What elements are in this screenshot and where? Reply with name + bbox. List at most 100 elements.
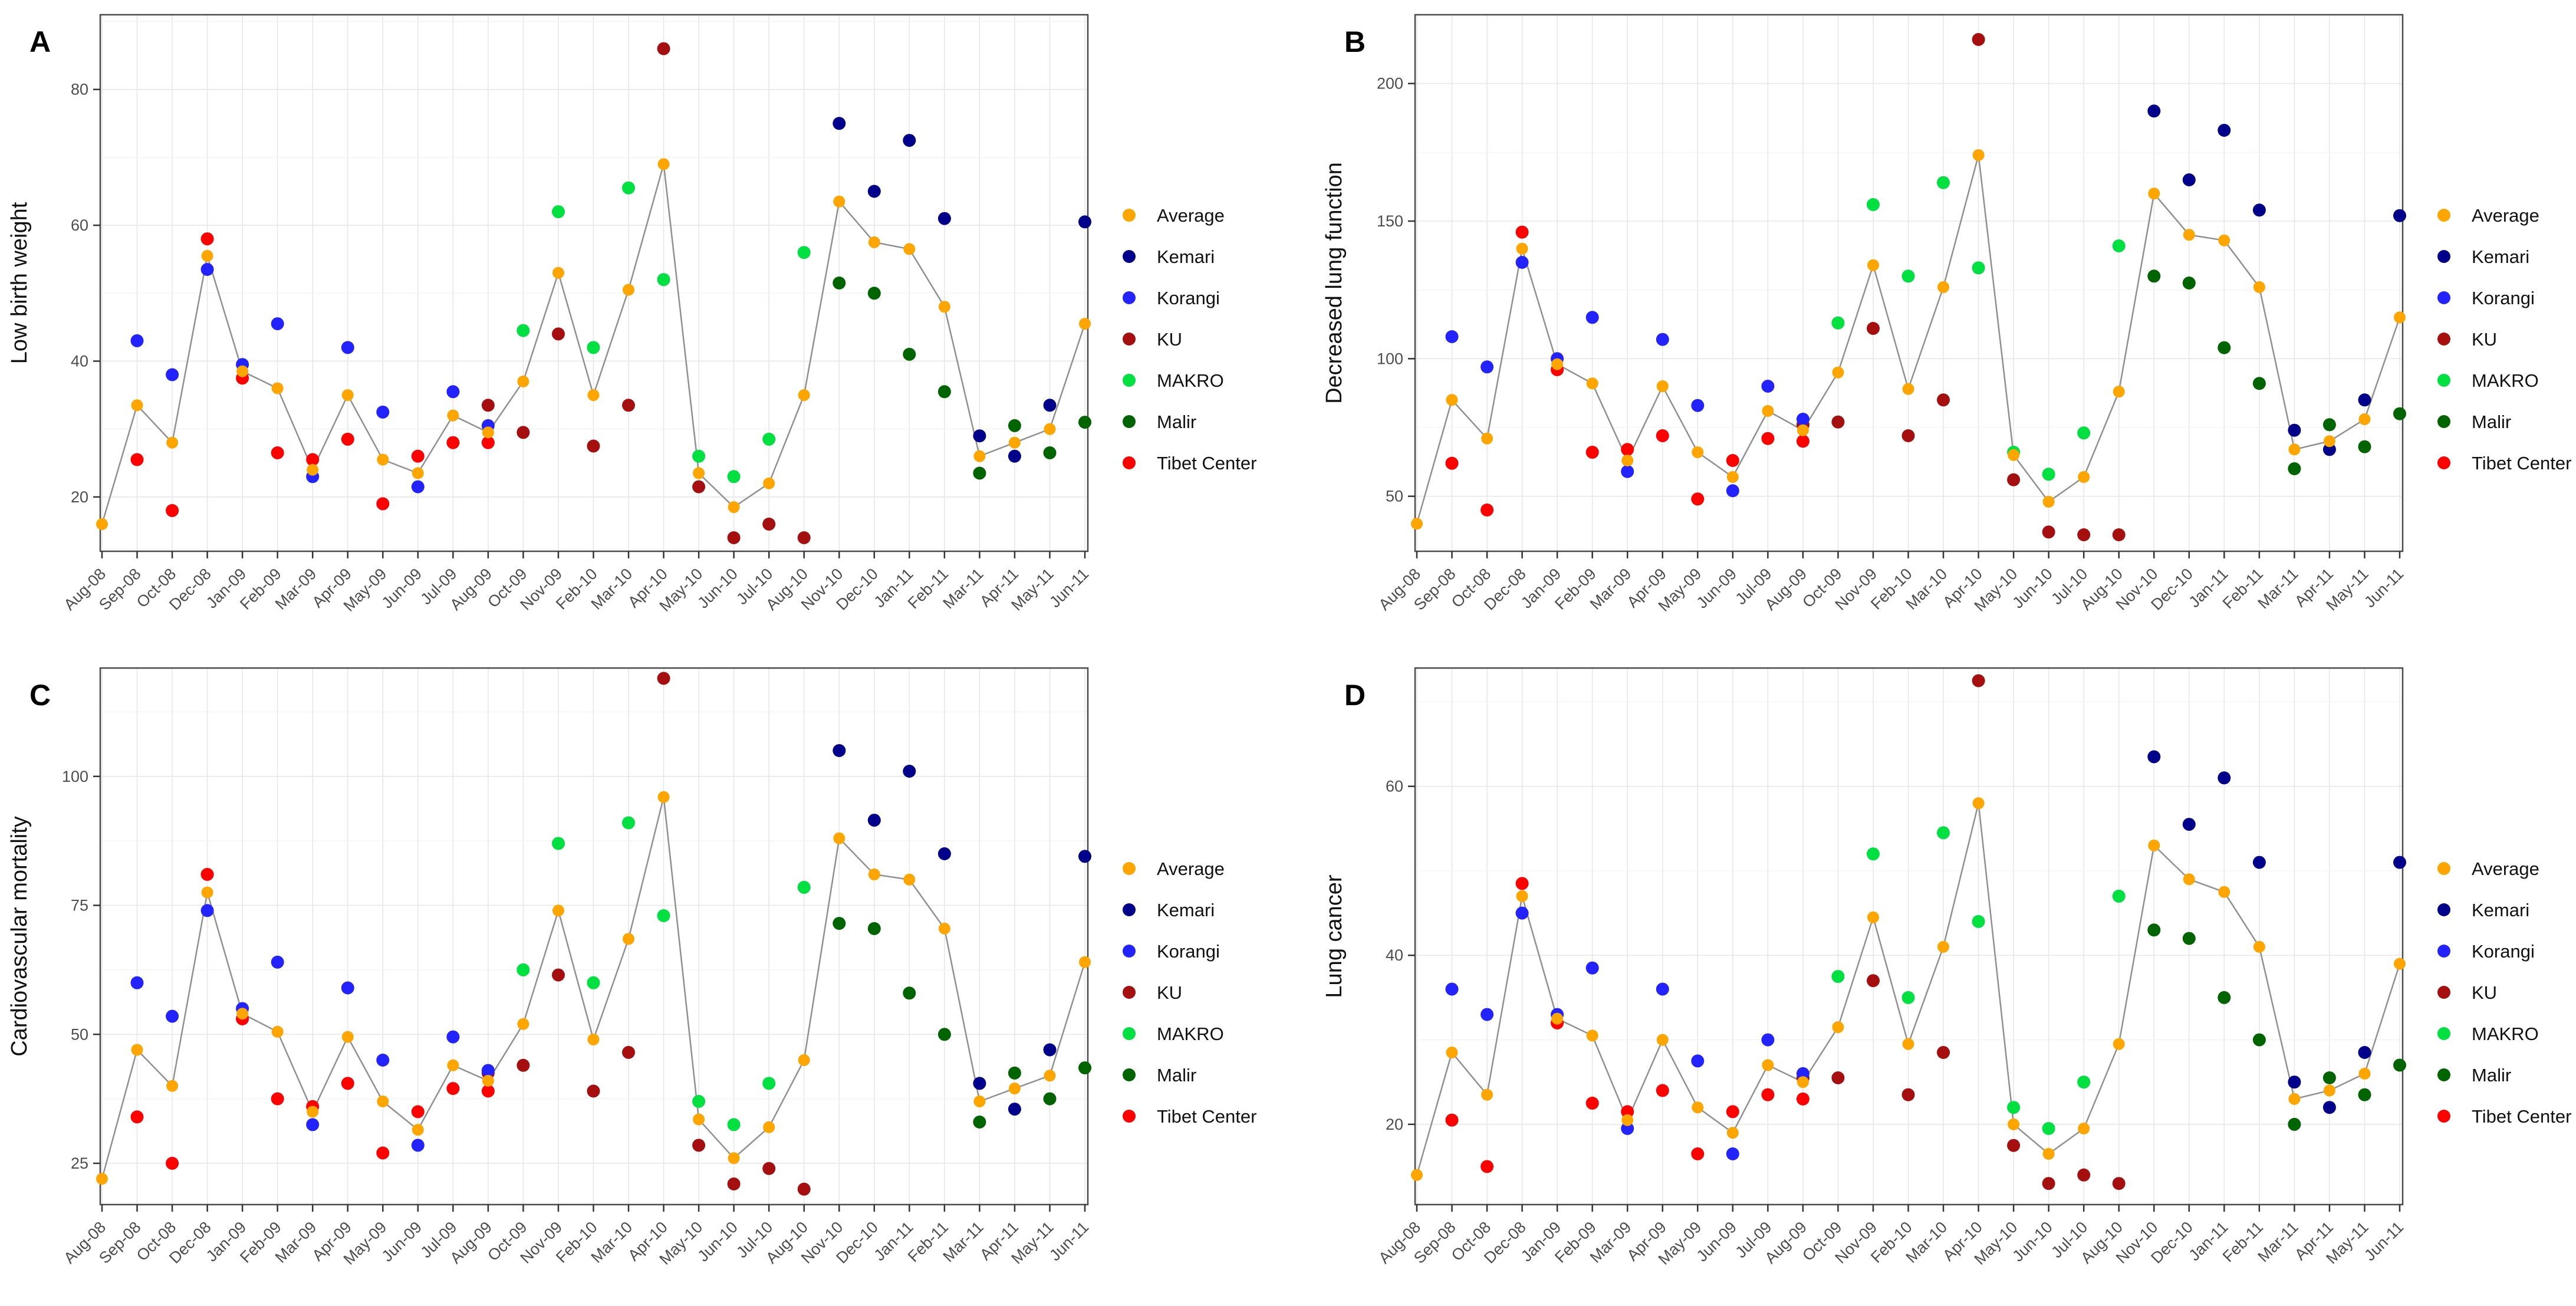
data-point [130,976,144,989]
data-point [2148,839,2160,851]
data-point [727,1118,741,1131]
data-point [1481,504,1494,517]
data-point [271,955,284,969]
data-point [2042,496,2055,508]
data-point [2358,440,2371,453]
data-point [1481,1008,1494,1021]
data-point [96,1173,108,1185]
legend-swatch-icon [1123,333,1136,346]
legend-label: MAKRO [1157,370,1224,391]
data-point [2322,1071,2336,1084]
data-point [2077,528,2091,541]
x-tick-label: Mar-11 [939,565,986,612]
data-point [1516,242,1528,255]
data-point [411,1139,425,1152]
data-point [1585,311,1599,324]
legend-label: Average [1157,858,1225,879]
data-point [1008,449,1021,463]
data-point [692,1095,706,1108]
data-point [2252,856,2266,869]
y-tick-label: 100 [1377,350,1403,367]
data-point [692,480,706,494]
data-point [2393,1058,2406,1072]
legend-label: Korangi [2472,941,2535,962]
data-point [130,1110,144,1124]
data-point [1078,215,1091,229]
legend-swatch-icon [1123,291,1136,304]
data-point [2253,940,2265,953]
data-point [2394,311,2406,324]
data-point [2218,341,2231,354]
legend-label: Malir [1157,1065,1196,1085]
data-point [2252,203,2266,217]
data-point [1796,1067,1810,1080]
data-point [973,1096,986,1107]
data-point [376,1054,390,1067]
data-point [623,933,634,945]
chart-decreased-lung-function: 50100150200Aug-08Sep-08Oct-08Dec-08Jan-0… [1322,14,2571,615]
data-point [973,450,986,462]
data-point [1761,432,1775,445]
data-point [2042,1148,2055,1160]
legend-item-malir: Malir [2437,1065,2511,1085]
data-point [1621,443,1634,456]
data-point [1621,455,1634,466]
gridlines [1415,668,2403,1205]
panel-letter: B [1344,25,1366,58]
data-point [657,42,670,55]
series-makro-points [1831,176,2126,481]
data-point [1585,961,1599,975]
data-point [937,1028,951,1041]
legend-label: Average [1157,205,1225,226]
data-point [236,1008,249,1020]
data-point [1585,1097,1599,1110]
data-point [1831,415,1845,429]
data-point [341,1077,354,1090]
data-point [517,1018,529,1030]
plot-border [99,667,1089,1206]
data-point [833,744,846,757]
data-point [552,205,565,219]
data-point [1797,424,1809,436]
data-point [2288,462,2301,475]
data-point [1515,906,1529,920]
data-point [903,347,916,361]
data-point [2288,1075,2301,1089]
data-point [1797,1076,1809,1088]
legend-item-malir: Malir [2437,412,2511,432]
data-point [1726,1105,1739,1119]
data-point [728,1152,740,1164]
data-point [481,399,495,412]
data-point [903,765,916,778]
data-point [1481,1160,1494,1173]
legend-swatch-icon [1123,250,1136,263]
data-point [481,436,495,449]
gridlines [100,668,1088,1205]
data-point [1692,1101,1704,1114]
data-point [867,185,881,198]
legend-swatch-icon [2437,250,2450,263]
data-point [1831,316,1845,330]
data-point [1832,366,1844,379]
legend-item-tibet-center: Tibet Center [2437,453,2571,473]
data-point [1551,1012,1564,1025]
data-point [2322,443,2336,456]
data-point [552,327,565,341]
x-tick-label: Jun-10 [2009,1218,2056,1265]
legend-label: MAKRO [1157,1024,1224,1044]
data-point [797,880,811,894]
data-point [1691,1147,1705,1160]
data-point [341,341,354,354]
data-point [1008,1103,1021,1116]
data-point [867,922,881,935]
data-point [622,181,635,195]
data-point [1008,1083,1021,1095]
data-point [973,466,986,480]
data-point [938,922,950,935]
data-point [200,868,214,881]
data-point [2077,1168,2091,1182]
data-point [938,301,950,313]
data-point [1411,1169,1423,1181]
data-point [2182,173,2196,186]
data-point [2042,1122,2055,1135]
